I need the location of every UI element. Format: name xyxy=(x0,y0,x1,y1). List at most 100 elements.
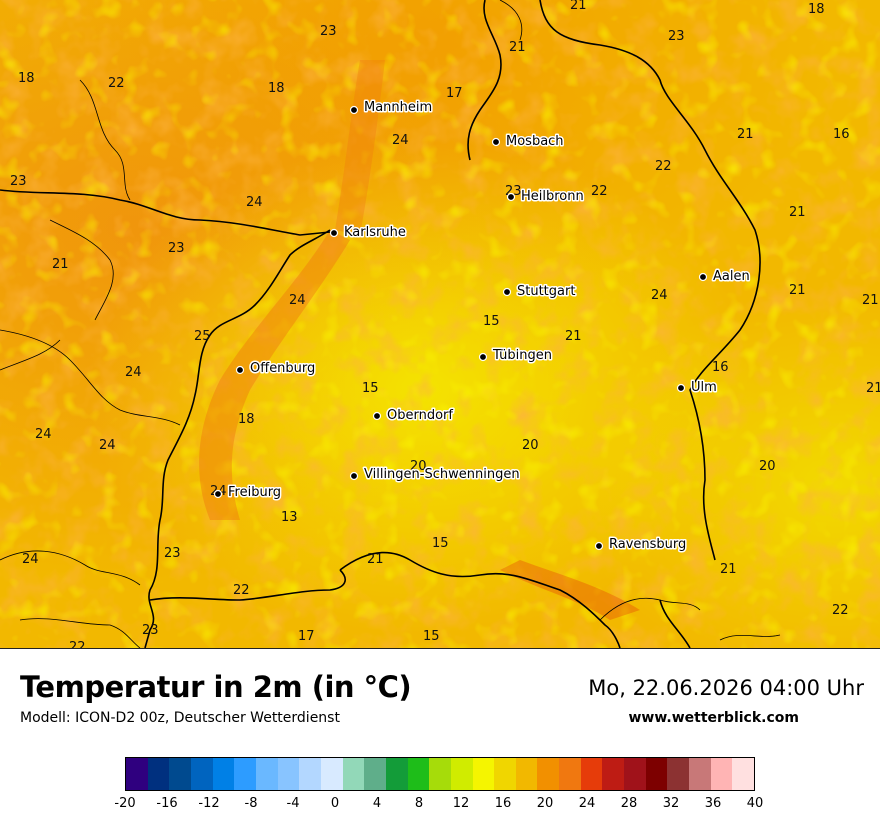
map-svg: 21 18 23 23 21 17 24 18 22 18 16 24 23 2… xyxy=(0,0,880,648)
city-aalen[interactable]: Aalen xyxy=(698,268,751,286)
legend-tick-label: -12 xyxy=(198,796,220,811)
legend-swatch xyxy=(299,758,321,790)
city-markers: Mannheim Mosbach Heilbronn Karlsruhe Stu… xyxy=(213,99,751,554)
temperature-label: 21 xyxy=(862,293,879,308)
temperature-label: 20 xyxy=(522,438,539,453)
website-link[interactable]: www.wetterblick.com xyxy=(628,710,800,726)
legend-swatch xyxy=(255,758,278,790)
legend-tick-label: 16 xyxy=(494,796,512,811)
city-dot xyxy=(698,272,708,282)
temperature-label: 25 xyxy=(194,329,211,344)
legend-tick-label: -8 xyxy=(244,796,258,811)
legend-tick-label: 0 xyxy=(330,796,340,811)
city-villingen-schwenningen[interactable]: Villingen-Schwenningen xyxy=(349,466,521,484)
city-ravensburg[interactable]: Ravensburg xyxy=(594,536,688,554)
legend-swatch xyxy=(537,758,560,790)
temperature-label: 21 xyxy=(737,127,754,142)
city-dot xyxy=(329,228,339,238)
temperature-label: 20 xyxy=(410,459,427,474)
temperature-label: 23 xyxy=(10,174,27,189)
temperature-label: 23 xyxy=(164,546,181,561)
temperature-label: 21 xyxy=(565,329,582,344)
city-label: Ulm xyxy=(691,380,717,395)
legend-tick-label: 28 xyxy=(620,796,638,811)
legend-tick-label: 32 xyxy=(662,796,680,811)
legend-tick-label: 40 xyxy=(746,796,764,811)
city-dot xyxy=(478,352,488,362)
city-label: Freiburg xyxy=(228,485,281,500)
legend-swatch xyxy=(624,758,646,790)
legend-swatch xyxy=(472,758,495,790)
temperature-label: 23 xyxy=(168,241,185,256)
legend-swatch xyxy=(234,758,256,790)
city-label: Heilbronn xyxy=(521,189,584,204)
city-label: Tübingen xyxy=(492,348,552,363)
legend-swatch xyxy=(645,758,668,790)
temperature-label: 22 xyxy=(108,76,125,91)
district-borders xyxy=(0,0,781,648)
map-title: Temperatur in 2m (in °C) xyxy=(20,670,412,704)
temperature-label: 18 xyxy=(238,412,255,427)
legend-swatch xyxy=(602,758,625,790)
city-label: Villingen-Schwenningen xyxy=(364,467,520,482)
temperature-label: 22 xyxy=(233,583,250,598)
temperature-label: 22 xyxy=(832,603,849,618)
temperature-label: 24 xyxy=(99,438,116,453)
temperature-label: 17 xyxy=(298,629,315,644)
temperature-map: 21 18 23 23 21 17 24 18 22 18 16 24 23 2… xyxy=(0,0,880,649)
city-mosbach[interactable]: Mosbach xyxy=(491,133,565,151)
legend-tick-label: 36 xyxy=(704,796,722,811)
city-dot xyxy=(676,383,686,393)
legend-tick-label: 24 xyxy=(578,796,596,811)
legend-swatch xyxy=(667,758,690,790)
temperature-label: 18 xyxy=(808,2,825,17)
city-ulm[interactable]: Ulm xyxy=(676,379,718,397)
city-dot xyxy=(506,192,516,202)
temperature-label: 21 xyxy=(367,552,384,567)
city-dot xyxy=(349,471,359,481)
city-mannheim[interactable]: Mannheim xyxy=(349,99,434,117)
city-freiburg[interactable]: Freiburg xyxy=(213,484,283,502)
legend-tick-label: 20 xyxy=(536,796,554,811)
city-stuttgart[interactable]: Stuttgart xyxy=(502,283,577,301)
city-label: Mosbach xyxy=(506,134,564,149)
temperature-label: 23 xyxy=(320,24,337,39)
temperature-label: 13 xyxy=(281,510,298,525)
city-label: Stuttgart xyxy=(517,284,575,299)
legend-swatch xyxy=(732,758,755,790)
legend-swatch xyxy=(689,758,711,790)
legend-swatch xyxy=(494,758,516,790)
model-info: Modell: ICON-D2 00z, Deutscher Wetterdie… xyxy=(20,710,340,726)
state-borders xyxy=(0,0,761,648)
city-offenburg[interactable]: Offenburg xyxy=(235,360,317,378)
legend-tick-label: 12 xyxy=(452,796,470,811)
city-tuebingen[interactable]: Tübingen xyxy=(478,347,554,365)
temperature-label: 21 xyxy=(789,205,806,220)
temperature-label: 15 xyxy=(423,629,440,644)
legend-tick-label: -4 xyxy=(286,796,300,811)
city-dot xyxy=(594,541,604,551)
temperature-label: 24 xyxy=(22,552,39,567)
legend-swatch xyxy=(342,758,365,790)
city-oberndorf[interactable]: Oberndorf xyxy=(372,407,455,425)
city-label: Karlsruhe xyxy=(344,225,406,240)
legend-ticks: -20 -16 -12 -8 -4 0 4 8 12 16 20 24 28 32 36 40 xyxy=(114,796,763,816)
legend-swatch xyxy=(580,758,603,790)
temperature-labels: 21 18 23 23 21 17 24 18 22 18 16 24 23 2… xyxy=(10,0,880,648)
legend-swatch xyxy=(147,758,170,790)
legend-swatch xyxy=(277,758,300,790)
temperature-label: 21 xyxy=(52,257,69,272)
city-dot xyxy=(235,365,245,375)
legend-swatch xyxy=(364,758,386,790)
city-karlsruhe[interactable]: Karlsruhe xyxy=(329,224,407,242)
legend-swatch xyxy=(407,758,430,790)
temperature-label: 22 xyxy=(69,640,86,648)
legend-swatch xyxy=(320,758,343,790)
legend-swatch xyxy=(710,758,733,790)
city-dot xyxy=(491,137,501,147)
temperature-label: 22 xyxy=(655,159,672,174)
legend-swatch xyxy=(385,758,408,790)
city-label: Oberndorf xyxy=(387,408,453,423)
city-heilbronn[interactable]: Heilbronn xyxy=(506,188,585,206)
temperature-label: 16 xyxy=(712,360,729,375)
